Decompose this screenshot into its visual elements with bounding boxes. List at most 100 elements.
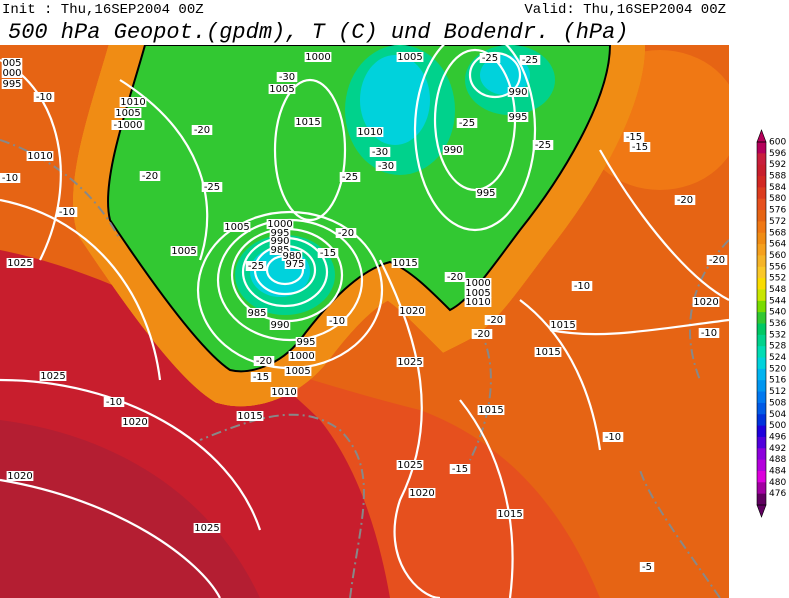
label-box — [326, 316, 348, 326]
colorbar-label: 580 — [769, 194, 786, 204]
contour-label: 1005 — [224, 222, 249, 233]
label-box — [317, 248, 339, 258]
contour-label: -15 — [452, 464, 468, 475]
colorbar-label: 488 — [769, 455, 786, 465]
contour-label: -5 — [642, 562, 652, 573]
contour-label: -25 — [342, 172, 358, 183]
contour-label: -20 — [256, 356, 272, 367]
contour-label: 990 — [270, 320, 289, 331]
label-box — [507, 87, 529, 97]
colorbar-label: 476 — [769, 489, 786, 499]
contour-label: -25 — [482, 53, 498, 64]
contour-label: -20 — [447, 272, 463, 283]
label-box — [479, 53, 501, 63]
contour-label: -20 — [338, 228, 354, 239]
colorbar-swatch — [757, 493, 766, 506]
contour-label: 1025 — [194, 523, 219, 534]
label-box — [201, 182, 223, 192]
colorbar-label: 572 — [769, 217, 786, 227]
contour-label: 1010 — [271, 387, 296, 398]
contour-label: 1000 — [305, 52, 330, 63]
map — [0, 45, 729, 598]
label-box — [391, 258, 419, 268]
contour-label: 1005 — [269, 84, 294, 95]
colorbar-swatch — [757, 414, 766, 427]
label-box — [236, 411, 264, 421]
label-box — [193, 523, 221, 533]
colorbar-label: 584 — [769, 183, 786, 193]
colorbar-swatch — [757, 368, 766, 381]
label-box — [698, 328, 720, 338]
label-box — [6, 471, 34, 481]
colorbar-swatch — [757, 221, 766, 234]
label-box — [1, 79, 23, 89]
contour-label: -30 — [378, 161, 394, 172]
label-box — [139, 171, 161, 181]
colorbar-label: 536 — [769, 319, 786, 329]
colorbar-label: 508 — [769, 398, 786, 408]
contour-label: -10 — [106, 397, 122, 408]
label-box — [375, 161, 397, 171]
label-box — [0, 173, 21, 183]
colorbar-label: 484 — [769, 466, 786, 476]
label-box — [103, 397, 125, 407]
contour-label: 1025 — [397, 460, 422, 471]
label-box — [571, 281, 593, 291]
colorbar-swatch — [757, 164, 766, 177]
colorbar-cap — [756, 129, 767, 143]
colorbar-label: 524 — [769, 353, 786, 363]
valid-time: Valid: Thu,16SEP2004 00Z — [524, 2, 726, 18]
colorbar-swatch — [757, 391, 766, 404]
label-box — [281, 251, 303, 261]
label-box — [398, 306, 426, 316]
label-box — [639, 562, 655, 572]
contour-label: 005 — [2, 58, 21, 69]
label-box — [1, 58, 23, 68]
label-box — [339, 172, 361, 182]
contour-label: 1015 — [237, 411, 262, 422]
colorbar-label: 500 — [769, 421, 786, 431]
colorbar-label: 548 — [769, 285, 786, 295]
contour-label: -25 — [535, 140, 551, 151]
label-box — [356, 127, 384, 137]
label-box — [245, 261, 267, 271]
contour-label: 990 — [508, 87, 527, 98]
colorbar-swatch — [757, 470, 766, 483]
init-time: Init : Thu,16SEP2004 00Z — [2, 2, 204, 18]
contour-label: 1005 — [115, 108, 140, 119]
contour-label: -10 — [2, 173, 18, 184]
contour-label: 1005 — [285, 366, 310, 377]
colorbar-swatch — [757, 278, 766, 290]
contour-label: -20 — [194, 125, 210, 136]
contour-label: 1000 — [267, 219, 292, 230]
contour-label: 1025 — [40, 371, 65, 382]
label-box — [270, 387, 298, 397]
contour-label: -15 — [632, 142, 648, 153]
contour-label: -30 — [372, 147, 388, 158]
label-box — [284, 366, 312, 376]
label-box — [295, 337, 317, 347]
colorbar-swatch — [757, 425, 766, 438]
colorbar-label: 504 — [769, 410, 786, 420]
label-box — [449, 464, 471, 474]
colorbar-label: 596 — [769, 149, 786, 159]
label-box — [288, 351, 316, 361]
contour-label: 1015 — [295, 117, 320, 128]
label-box — [111, 120, 145, 130]
contour-label: 1015 — [497, 509, 522, 520]
label-box — [33, 92, 55, 102]
label-box — [269, 228, 291, 238]
label-box — [6, 258, 34, 268]
contour-label: 1000 — [289, 351, 314, 362]
map-title: 500 hPa Geopot.(gpdm), T (C) und Bodendr… — [8, 20, 629, 45]
label-box — [369, 147, 391, 157]
colorbar-swatch — [757, 436, 766, 449]
label-box — [276, 72, 298, 82]
contour-label: 1020 — [122, 417, 147, 428]
colorbar-swatch — [757, 357, 766, 370]
label-box — [253, 356, 275, 366]
contour-label: 1025 — [397, 357, 422, 368]
contour-label: -10 — [605, 432, 621, 443]
label-box — [692, 297, 720, 307]
